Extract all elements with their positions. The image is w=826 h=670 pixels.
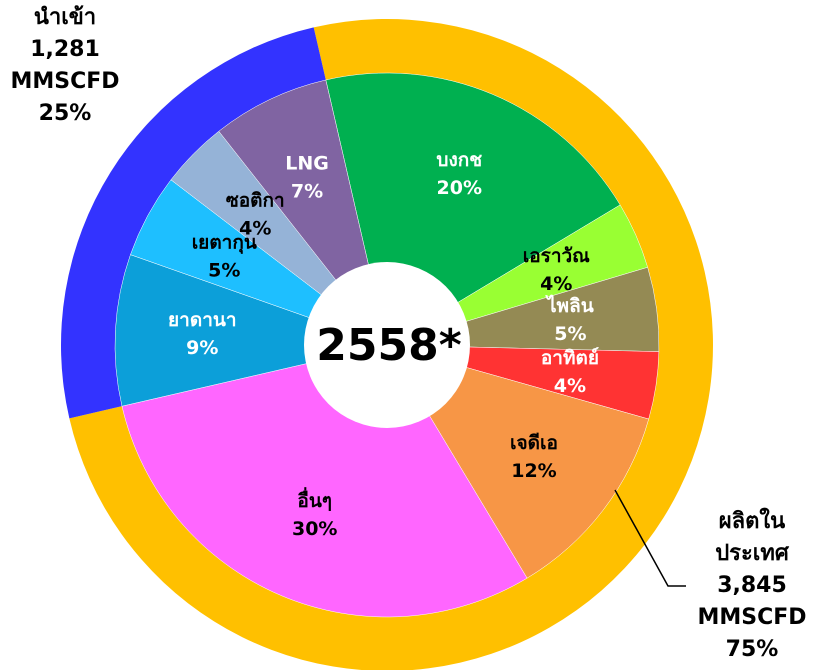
slice-label: อาทิตย์ [541,347,599,369]
slice-label: เยตากุน [192,232,257,255]
slice-value-label: 5% [208,260,240,282]
inner-segment [386,344,650,579]
slice-label: บงกช [436,149,482,171]
outer-value-label: 75% [726,637,779,662]
slice-label: เจดีเอ [510,432,558,454]
outer-label: นำเข้า [34,5,96,30]
slice-value-label: 4% [554,375,586,397]
slice-value-label: 9% [186,337,218,359]
slice-label: LNG [285,153,329,175]
slice-label: ไพลิน [545,294,594,317]
slice-label: เอราวัณ [523,245,590,267]
outer-segment [61,27,326,419]
outer-amount: 1,281 [30,37,100,62]
slice-label: ซอติกา [226,190,285,212]
outer-unit: MMSCFD [10,69,119,94]
outer-unit: MMSCFD [697,605,806,630]
outer-amount: 3,845 [717,573,787,598]
inner-segment [114,254,388,407]
slice-value-label: 20% [437,177,482,199]
center-hole [304,262,470,428]
slice-value-label: 30% [292,518,337,540]
slice-value-label: 12% [511,460,556,482]
center-label: 2558* [316,320,461,371]
outer-value-label: 25% [39,101,92,126]
slice-value-label: 7% [291,181,323,203]
outer-label: ประเทศ [715,541,790,566]
outer-label: ผลิตใน [719,507,785,534]
slice-label: ยาดานา [168,309,236,331]
slice-label: อื่นๆ [297,487,332,512]
leader-line [614,489,686,587]
slice-value-label: 5% [554,323,586,345]
slice-value-label: 4% [540,273,572,295]
slice-value-label: 4% [239,218,271,240]
